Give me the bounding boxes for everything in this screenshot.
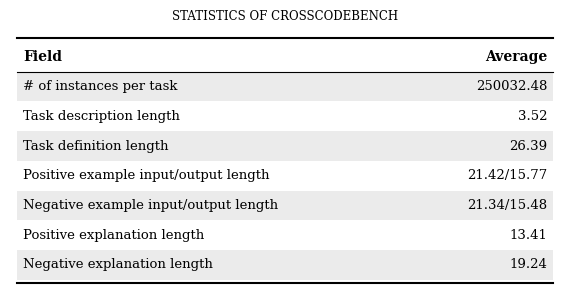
Text: Task description length: Task description length [23,110,180,123]
Text: Positive explanation length: Positive explanation length [23,229,204,242]
Bar [17,250,553,280]
Text: 21.34/15.48: 21.34/15.48 [467,199,547,212]
Text: Field: Field [23,50,62,64]
Text: 19.24: 19.24 [510,258,547,271]
Text: 13.41: 13.41 [510,229,547,242]
Bar [17,131,553,161]
Text: # of instances per task: # of instances per task [23,80,177,93]
Bar [17,191,553,220]
Text: Average: Average [485,50,547,64]
Text: 250032.48: 250032.48 [476,80,547,93]
Text: Negative explanation length: Negative explanation length [23,258,213,271]
Text: 26.39: 26.39 [509,139,547,153]
Text: Positive example input/output length: Positive example input/output length [23,169,269,182]
Text: 3.52: 3.52 [518,110,547,123]
Bar [17,72,553,101]
Text: Task definition length: Task definition length [23,139,168,153]
Text: STATISTICS OF CROSSCODEBENCH: STATISTICS OF CROSSCODEBENCH [172,10,398,23]
Text: 21.42/15.77: 21.42/15.77 [467,169,547,182]
Text: Negative example input/output length: Negative example input/output length [23,199,278,212]
